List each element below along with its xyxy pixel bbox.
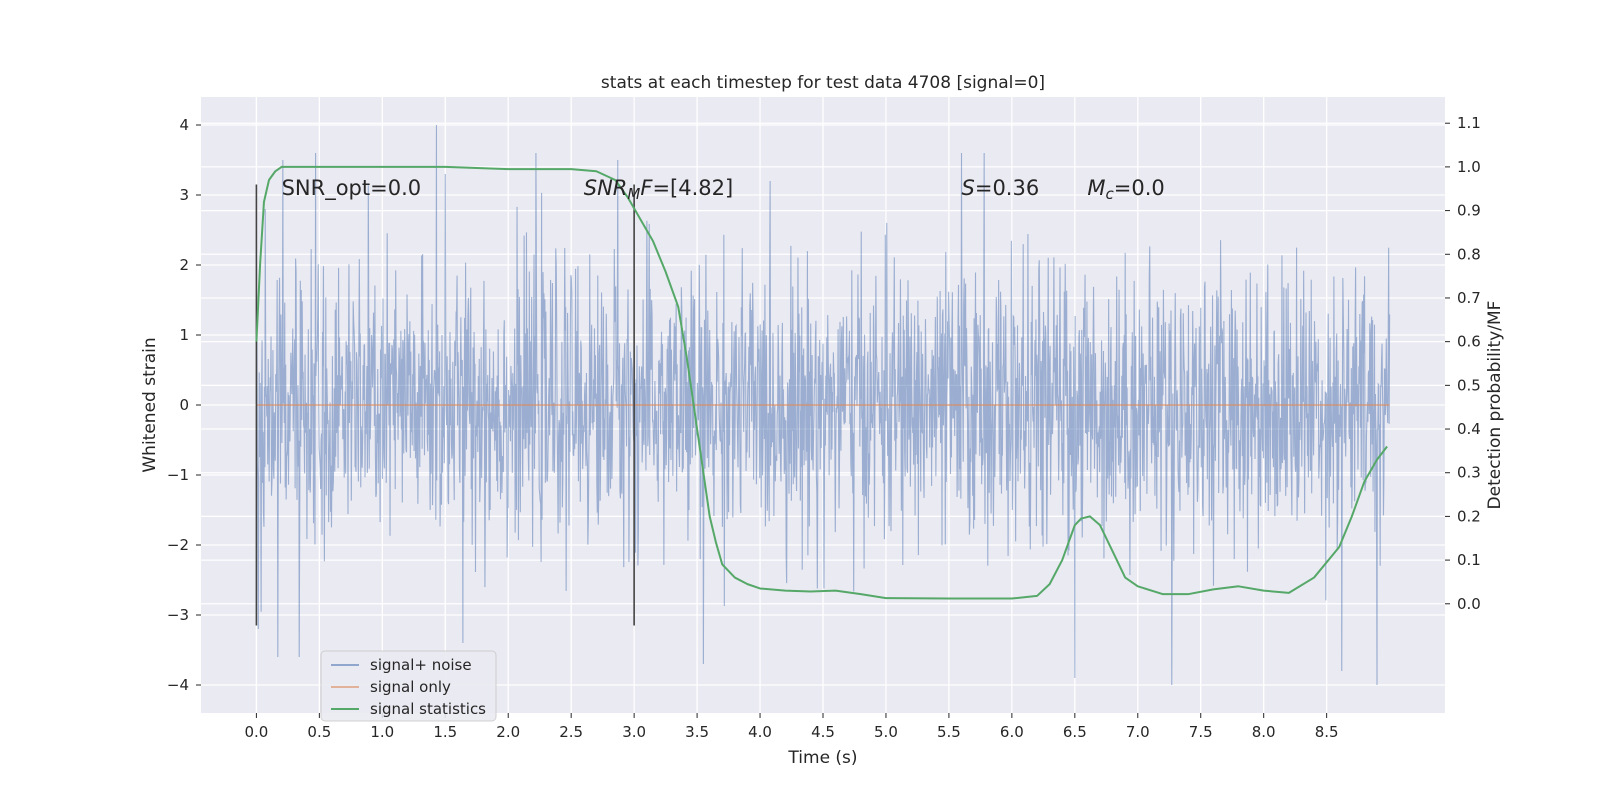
x-tick-label: 4.5 <box>811 723 835 741</box>
legend-label-signal-plus-noise: signal+ noise <box>370 656 472 674</box>
vertical-markers <box>255 184 635 626</box>
annotation-snr-opt: SNR_opt=0.0 <box>282 176 422 201</box>
x-tick-label: 8.5 <box>1315 723 1339 741</box>
x-tick-label: 7.5 <box>1189 723 1213 741</box>
y2-tick-label: 0.0 <box>1457 595 1481 613</box>
annotations: SNR_opt=0.0 SNRMF=[4.82] S=0.36 Mc=0.0 <box>282 176 1165 203</box>
y2-tick-label: 0.6 <box>1457 333 1481 351</box>
signal-statistics-line <box>255 165 1388 600</box>
x-tick-label: 6.0 <box>1000 723 1024 741</box>
signal-plus-noise-line <box>255 124 1391 686</box>
x-tick-label: 5.5 <box>937 723 961 741</box>
y2-tick-label: 0.2 <box>1457 507 1481 525</box>
annotation-part: F <box>640 176 653 200</box>
legend-label-signal-statistics: signal statistics <box>370 700 486 718</box>
y-tick-label: 0 <box>179 396 189 414</box>
x-tick-label: 3.5 <box>685 723 709 741</box>
annotation-snr-mf: SNRMF=[4.82] <box>584 176 733 203</box>
x-axis-label: Time (s) <box>787 748 857 768</box>
x-tick-label: 4.0 <box>748 723 772 741</box>
legend-label-signal-only: signal only <box>370 678 451 696</box>
x-tick-label: 3.0 <box>622 723 646 741</box>
x-tick-label: 8.0 <box>1252 723 1276 741</box>
y-tick-label: −3 <box>167 606 189 624</box>
y2-axis-ticks: 1.1 1.0 0.9 0.8 0.7 0.6 0.5 0.4 0.3 0.2 0.1 0.0 <box>1445 114 1481 613</box>
series-signal-plus-noise <box>255 124 1391 686</box>
annotation-part: =0.0 <box>1114 176 1165 200</box>
y2-tick-label: 0.3 <box>1457 464 1481 482</box>
annotation-part: S <box>962 176 975 200</box>
y-tick-label: 1 <box>179 326 189 344</box>
y2-axis-label: Detection probability/MF <box>1485 301 1505 510</box>
x-tick-label: 7.0 <box>1126 723 1150 741</box>
y-axis-label: Whitened strain <box>140 337 160 472</box>
y-tick-label: −1 <box>167 466 189 484</box>
x-tick-label: 1.0 <box>370 723 394 741</box>
annotation-part: SNR_opt=0.0 <box>282 176 422 201</box>
y2-tick-label: 0.4 <box>1457 420 1481 438</box>
chart-title: stats at each timestep for test data 470… <box>601 73 1045 93</box>
y2-tick-label: 0.7 <box>1457 289 1481 307</box>
series-signal-statistics <box>255 165 1388 600</box>
x-tick-label: 0.5 <box>307 723 331 741</box>
x-tick-label: 1.5 <box>433 723 457 741</box>
annotation-part: M <box>627 185 640 203</box>
y-tick-label: 2 <box>179 256 189 274</box>
annotation-s-value: S=0.36 <box>962 176 1040 200</box>
y-tick-label: 3 <box>179 186 189 204</box>
x-tick-label: 2.0 <box>496 723 520 741</box>
y2-tick-label: 0.5 <box>1457 376 1481 394</box>
y2-tick-label: 0.1 <box>1457 551 1481 569</box>
y-tick-label: −4 <box>167 676 189 694</box>
annotation-part: =0.36 <box>975 176 1039 200</box>
annotation-part: M <box>1087 176 1105 200</box>
legend-box <box>320 650 497 722</box>
x-tick-label: 6.5 <box>1063 723 1087 741</box>
x-tick-label: 2.5 <box>559 723 583 741</box>
annotation-part: SNR <box>584 176 628 200</box>
y2-tick-label: 0.9 <box>1457 202 1481 220</box>
legend: signal+ noise signal only signal statist… <box>320 650 497 722</box>
y2-tick-label: 1.1 <box>1457 114 1481 132</box>
annotation-part: =[4.82] <box>652 176 733 200</box>
y-tick-label: −2 <box>167 536 189 554</box>
annotation-mc-value: Mc=0.0 <box>1087 176 1164 203</box>
x-tick-label: 0.0 <box>244 723 268 741</box>
annotation-part: c <box>1106 185 1115 203</box>
y-tick-label: 4 <box>179 116 189 134</box>
y2-tick-label: 1.0 <box>1457 158 1481 176</box>
y-axis-ticks: 4 3 2 1 0 −1 −2 −3 −4 <box>167 116 201 694</box>
x-axis-ticks: 0.0 0.5 1.0 1.5 2.0 2.5 3.0 3.5 4.0 4.5 5.0 5.5 6.0 6… <box>244 713 1339 741</box>
x-tick-label: 5.0 <box>874 723 898 741</box>
y2-tick-label: 0.8 <box>1457 245 1481 263</box>
